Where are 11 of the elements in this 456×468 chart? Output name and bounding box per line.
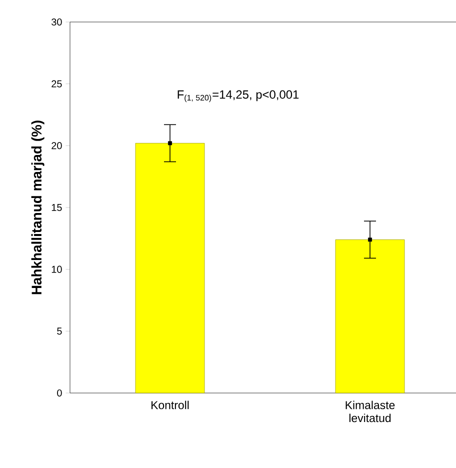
y-tick-label: 30	[52, 18, 62, 26]
y-axis-title: Hahkhallitanud marjad (%)	[31, 120, 44, 294]
y-tick-label: 25	[52, 80, 62, 88]
y-tick-label: 15	[52, 204, 62, 211]
x-tick-label: Kontroll	[152, 400, 189, 410]
annotation: F$_{(1, 520)}$=14,25, p<0,001	[178, 90, 299, 102]
y-tick-label: 10	[52, 266, 62, 273]
y-tick-label: 0	[57, 389, 62, 397]
y-tick-label: 20	[52, 142, 62, 150]
y-tick-label: 5	[57, 328, 62, 335]
x-tick-label: Kimalaste levitatud	[346, 400, 395, 422]
